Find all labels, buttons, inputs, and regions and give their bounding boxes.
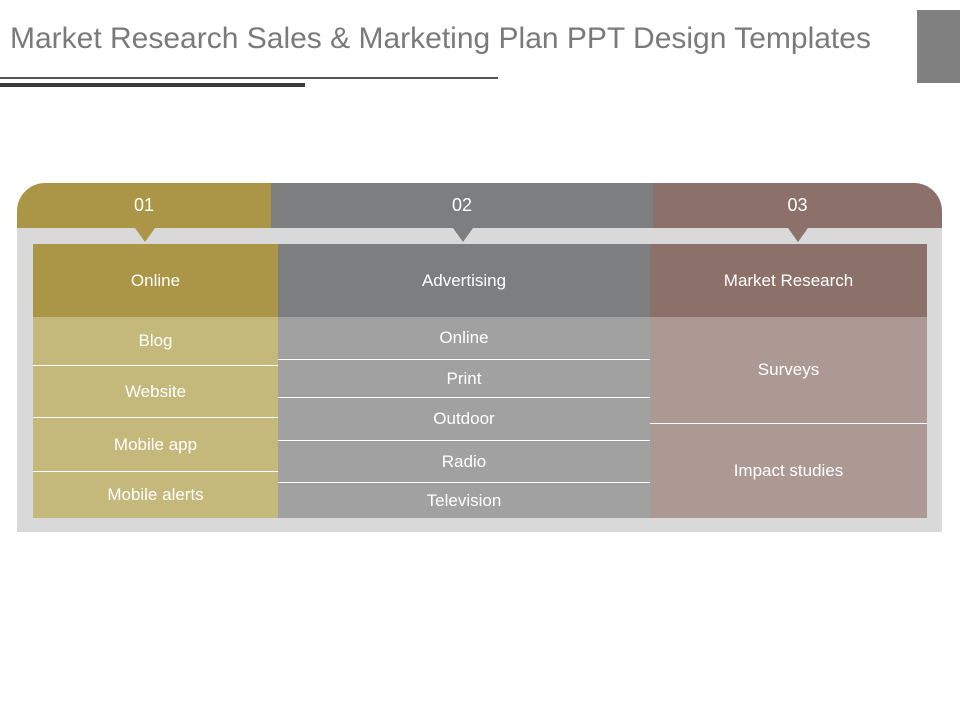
tab-03-number: 03 bbox=[787, 195, 808, 215]
tab-02-number: 02 bbox=[451, 195, 473, 215]
tab-02: 02 bbox=[271, 183, 653, 228]
slide-title: Market Research Sales & Marketing Plan P… bbox=[10, 22, 871, 55]
tab-bar: 01 02 03 bbox=[17, 183, 942, 228]
column-header-market-research: Market Research bbox=[650, 244, 927, 317]
tab-01: 01 bbox=[17, 183, 271, 228]
cell-website: Website bbox=[33, 365, 278, 417]
tab-01-number: 01 bbox=[133, 195, 155, 215]
tab-03-pointer-arrow bbox=[788, 228, 808, 242]
cell-mobile-app: Mobile app bbox=[33, 417, 278, 471]
cell-surveys: Surveys bbox=[650, 317, 927, 423]
tab-02-pointer-arrow bbox=[453, 228, 473, 242]
title-underline-thin bbox=[0, 77, 498, 79]
cell-impact-studies: Impact studies bbox=[650, 423, 927, 518]
cell-radio: Radio bbox=[278, 440, 650, 482]
cell-television: Television bbox=[278, 482, 650, 518]
corner-accent-block bbox=[917, 10, 960, 83]
column-header-advertising: Advertising bbox=[278, 244, 650, 317]
cell-mobile-alerts: Mobile alerts bbox=[33, 471, 278, 518]
cell-blog: Blog bbox=[33, 317, 278, 365]
cell-online: Online bbox=[278, 317, 650, 359]
cell-outdoor: Outdoor bbox=[278, 397, 650, 440]
column-header-online: Online bbox=[33, 244, 278, 317]
tab-03: 03 bbox=[653, 183, 942, 228]
tab-01-pointer-arrow bbox=[135, 228, 155, 242]
cell-print: Print bbox=[278, 359, 650, 397]
title-underline-thick bbox=[0, 83, 305, 87]
